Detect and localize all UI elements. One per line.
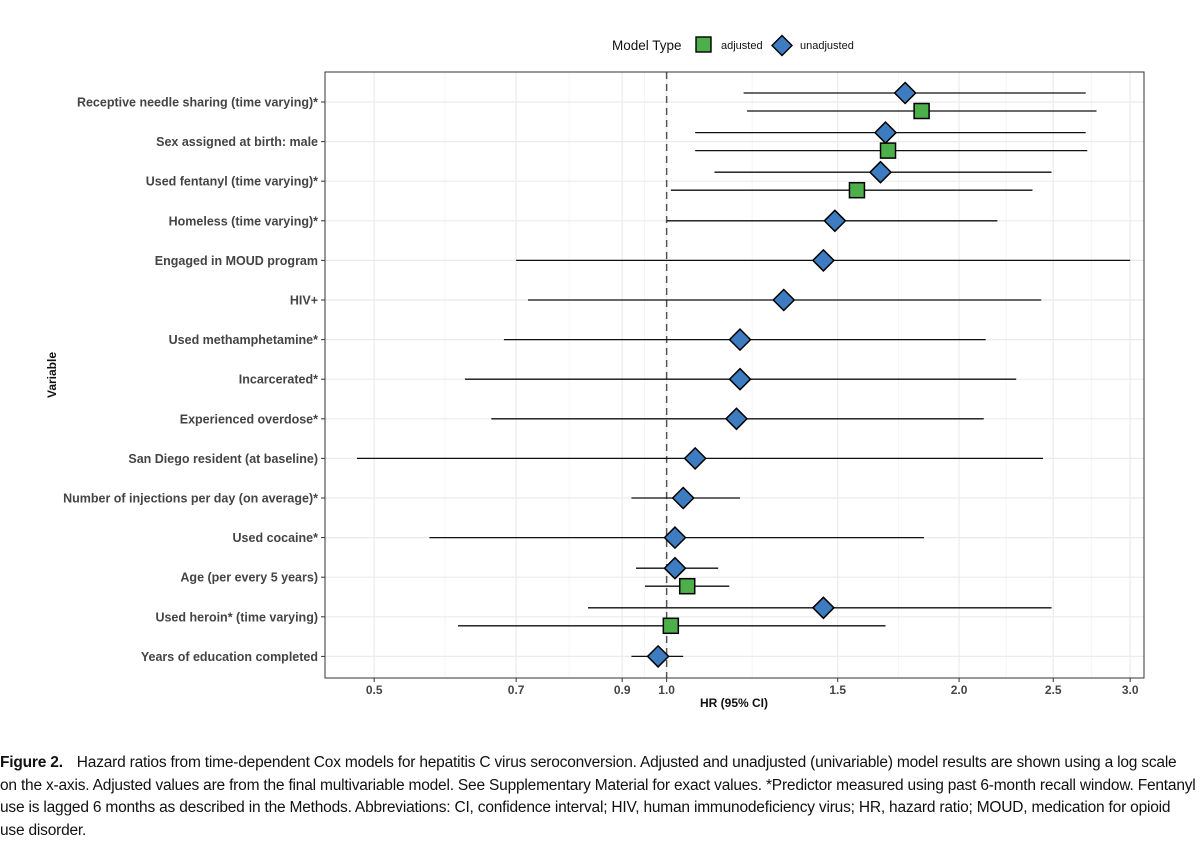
unadjusted-point-age-per-every-5-years	[663, 556, 687, 580]
y-label-receptive-needle-sharing-time-varying: Receptive needle sharing (time varying)*	[77, 96, 318, 110]
x-tick-label: 1.5	[829, 683, 846, 697]
unadjusted-point-used-methamphetamine	[728, 328, 752, 352]
x-tick-label: 2.5	[1045, 683, 1062, 697]
y-label-years-of-education-completed: Years of education completed	[141, 650, 318, 664]
adjusted-point-sex-assigned-at-birth-male	[879, 142, 897, 159]
adjusted-point-receptive-needle-sharing-time-varying	[913, 102, 930, 120]
y-label-homeless-time-varying: Homeless (time varying)*	[169, 214, 318, 228]
y-axis-title: Variable	[45, 352, 59, 398]
legend-title: Model Type	[612, 38, 682, 53]
x-tick-label: 0.9	[614, 683, 631, 697]
legend-adjusted-key	[695, 36, 712, 53]
unadjusted-point-engaged-in-moud-program	[811, 248, 835, 272]
plot-border	[324, 71, 1145, 679]
x-tick-label: 2.0	[951, 683, 968, 697]
data-marks	[356, 81, 1131, 668]
x-tick-label: 0.7	[508, 683, 525, 697]
adjusted-point-used-fentanyl-time-varying	[848, 181, 866, 199]
legend-unadjusted-label: unadjusted	[800, 40, 854, 52]
y-label-used-heroin-time-varying: Used heroin* (time varying)	[155, 610, 318, 624]
unadjusted-point-used-fentanyl-time-varying	[868, 160, 893, 184]
unadjusted-point-san-diego-resident-at-baseline	[683, 446, 707, 470]
unadjusted-point-experienced-overdose	[724, 407, 749, 431]
x-tick-label: 1.0	[658, 683, 675, 697]
unadjusted-point-receptive-needle-sharing-time-varying	[893, 81, 917, 105]
legend-adjusted-label: adjusted	[721, 40, 763, 52]
y-label-used-cocaine: Used cocaine*	[233, 531, 319, 545]
y-label-used-fentanyl-time-varying: Used fentanyl (time varying)*	[146, 175, 318, 189]
unadjusted-point-incarcerated	[728, 367, 752, 391]
figure-caption: Figure 2. Hazard ratios from time-depende…	[0, 752, 1196, 842]
unadjusted-point-hiv	[772, 288, 796, 312]
x-tick-labels: 0.5 0.7 0.9 1.0 1.5 2.0 2.5 3.0	[366, 678, 1139, 697]
y-label-san-diego-resident-at-baseline: San Diego resident (at baseline)	[128, 452, 318, 466]
unadjusted-point-used-heroin-time-varying	[811, 596, 835, 620]
x-tick-label: 3.0	[1122, 683, 1139, 697]
legend-unadjusted-key	[771, 34, 793, 57]
caption-text: Hazard ratios from time-dependent Cox mo…	[0, 754, 1196, 839]
legend: Model Type adjusted unadjusted	[612, 34, 854, 57]
y-label-experienced-overdose: Experienced overdose*	[180, 412, 318, 426]
y-label-incarcerated: Incarcerated*	[239, 373, 318, 387]
adjusted-point-used-heroin-time-varying	[662, 617, 680, 635]
unadjusted-point-homeless-time-varying	[823, 209, 847, 233]
y-label-engaged-in-moud-program: Engaged in MOUD program	[155, 254, 318, 268]
x-tick-label: 0.5	[366, 683, 383, 697]
caption-label: Figure 2.	[0, 754, 63, 771]
y-label-hiv: HIV+	[290, 294, 318, 308]
y-tick-labels: Receptive needle sharing (time varying)*…	[63, 96, 325, 664]
unadjusted-point-number-of-injections-per-day-on-average	[671, 486, 695, 510]
y-label-age-per-every-5-years: Age (per every 5 years)	[180, 571, 318, 585]
x-axis-title: HR (95% CI)	[700, 696, 768, 710]
y-label-number-of-injections-per-day-on-average: Number of injections per day (on average…	[63, 492, 318, 506]
y-label-sex-assigned-at-birth-male: Sex assigned at birth: male	[156, 135, 318, 149]
adjusted-point-age-per-every-5-years	[678, 577, 696, 595]
unadjusted-point-years-of-education-completed	[646, 644, 670, 668]
forest-plot: Model Type adjusted unadjusted Receptive…	[45, 34, 1145, 710]
y-label-used-methamphetamine: Used methamphetamine*	[169, 333, 318, 347]
unadjusted-point-used-cocaine	[663, 526, 687, 550]
